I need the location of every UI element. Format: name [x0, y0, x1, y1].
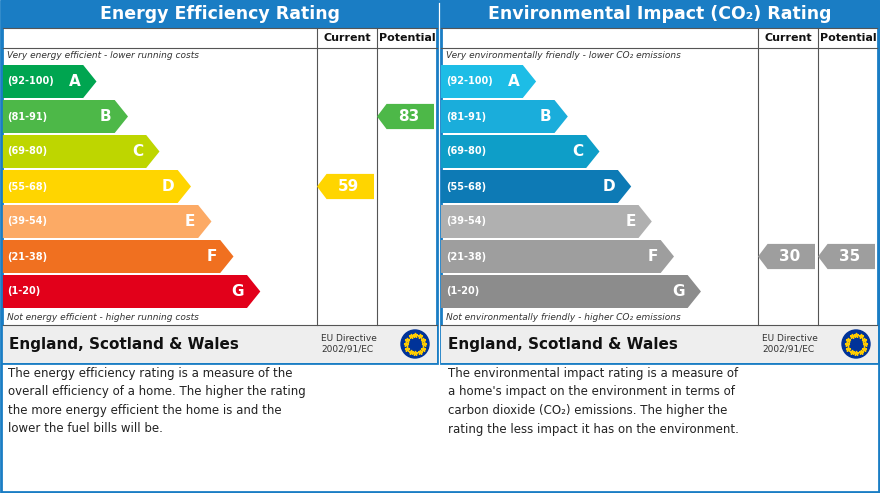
Polygon shape [2, 65, 97, 98]
Polygon shape [441, 240, 674, 273]
Text: England, Scotland & Wales: England, Scotland & Wales [9, 337, 238, 352]
Text: F: F [207, 249, 217, 264]
Text: Very energy efficient - lower running costs: Very energy efficient - lower running co… [7, 51, 199, 61]
Text: E: E [625, 214, 635, 229]
Text: (39-54): (39-54) [7, 216, 47, 226]
Text: The energy efficiency rating is a measure of the
overall efficiency of a home. T: The energy efficiency rating is a measur… [8, 367, 305, 435]
Circle shape [401, 330, 429, 358]
Polygon shape [441, 65, 536, 98]
Text: (92-100): (92-100) [7, 76, 54, 86]
Text: B: B [100, 109, 112, 124]
Text: Current: Current [323, 33, 370, 43]
Polygon shape [441, 135, 599, 168]
Text: 35: 35 [839, 249, 861, 264]
Bar [441, 0, 878, 363]
Text: (1-20): (1-20) [7, 286, 40, 296]
Polygon shape [441, 170, 631, 203]
Text: 83: 83 [398, 109, 419, 124]
Bar [2, 0, 437, 363]
Polygon shape [758, 244, 815, 269]
Text: F: F [648, 249, 657, 264]
Text: EU Directive
2002/91/EC: EU Directive 2002/91/EC [762, 334, 818, 353]
Polygon shape [441, 205, 652, 238]
Text: Very environmentally friendly - lower CO₂ emissions: Very environmentally friendly - lower CO… [446, 51, 681, 61]
Text: C: C [572, 144, 583, 159]
Text: England, Scotland & Wales: England, Scotland & Wales [448, 337, 678, 352]
Text: A: A [508, 74, 520, 89]
Bar [2, 325, 437, 363]
Text: Potential: Potential [819, 33, 876, 43]
Text: EU Directive
2002/91/EC: EU Directive 2002/91/EC [321, 334, 377, 353]
Polygon shape [377, 104, 434, 129]
Text: (81-91): (81-91) [446, 111, 486, 121]
Polygon shape [2, 205, 211, 238]
Text: D: D [162, 179, 175, 194]
Polygon shape [818, 244, 875, 269]
Polygon shape [441, 275, 701, 308]
Text: E: E [185, 214, 195, 229]
Text: (92-100): (92-100) [446, 76, 493, 86]
Text: 30: 30 [779, 249, 800, 264]
Bar [441, 325, 878, 363]
Text: B: B [539, 109, 552, 124]
Circle shape [842, 330, 870, 358]
Text: (21-38): (21-38) [7, 251, 48, 261]
Text: Environmental Impact (CO₂) Rating: Environmental Impact (CO₂) Rating [488, 5, 832, 23]
Text: C: C [132, 144, 143, 159]
Text: (21-38): (21-38) [446, 251, 486, 261]
Text: Not energy efficient - higher running costs: Not energy efficient - higher running co… [7, 313, 199, 321]
Bar [441, 0, 878, 28]
Polygon shape [317, 174, 374, 199]
Text: (55-68): (55-68) [446, 181, 486, 191]
Text: Current: Current [764, 33, 812, 43]
Polygon shape [441, 100, 568, 133]
Bar [2, 0, 437, 28]
Text: (1-20): (1-20) [446, 286, 480, 296]
Polygon shape [2, 170, 191, 203]
Text: (69-80): (69-80) [7, 146, 48, 156]
Text: (55-68): (55-68) [7, 181, 48, 191]
Text: 59: 59 [338, 179, 359, 194]
Text: D: D [602, 179, 615, 194]
Text: (69-80): (69-80) [446, 146, 486, 156]
Text: Not environmentally friendly - higher CO₂ emissions: Not environmentally friendly - higher CO… [446, 313, 681, 321]
Text: A: A [69, 74, 80, 89]
Text: G: G [672, 284, 685, 299]
Text: (81-91): (81-91) [7, 111, 48, 121]
Text: (39-54): (39-54) [446, 216, 486, 226]
Polygon shape [2, 275, 260, 308]
Text: G: G [231, 284, 244, 299]
Text: Potential: Potential [378, 33, 436, 43]
Polygon shape [2, 135, 159, 168]
Polygon shape [2, 100, 128, 133]
Polygon shape [2, 240, 233, 273]
Text: Energy Efficiency Rating: Energy Efficiency Rating [99, 5, 340, 23]
Text: The environmental impact rating is a measure of
a home's impact on the environme: The environmental impact rating is a mea… [448, 367, 739, 435]
